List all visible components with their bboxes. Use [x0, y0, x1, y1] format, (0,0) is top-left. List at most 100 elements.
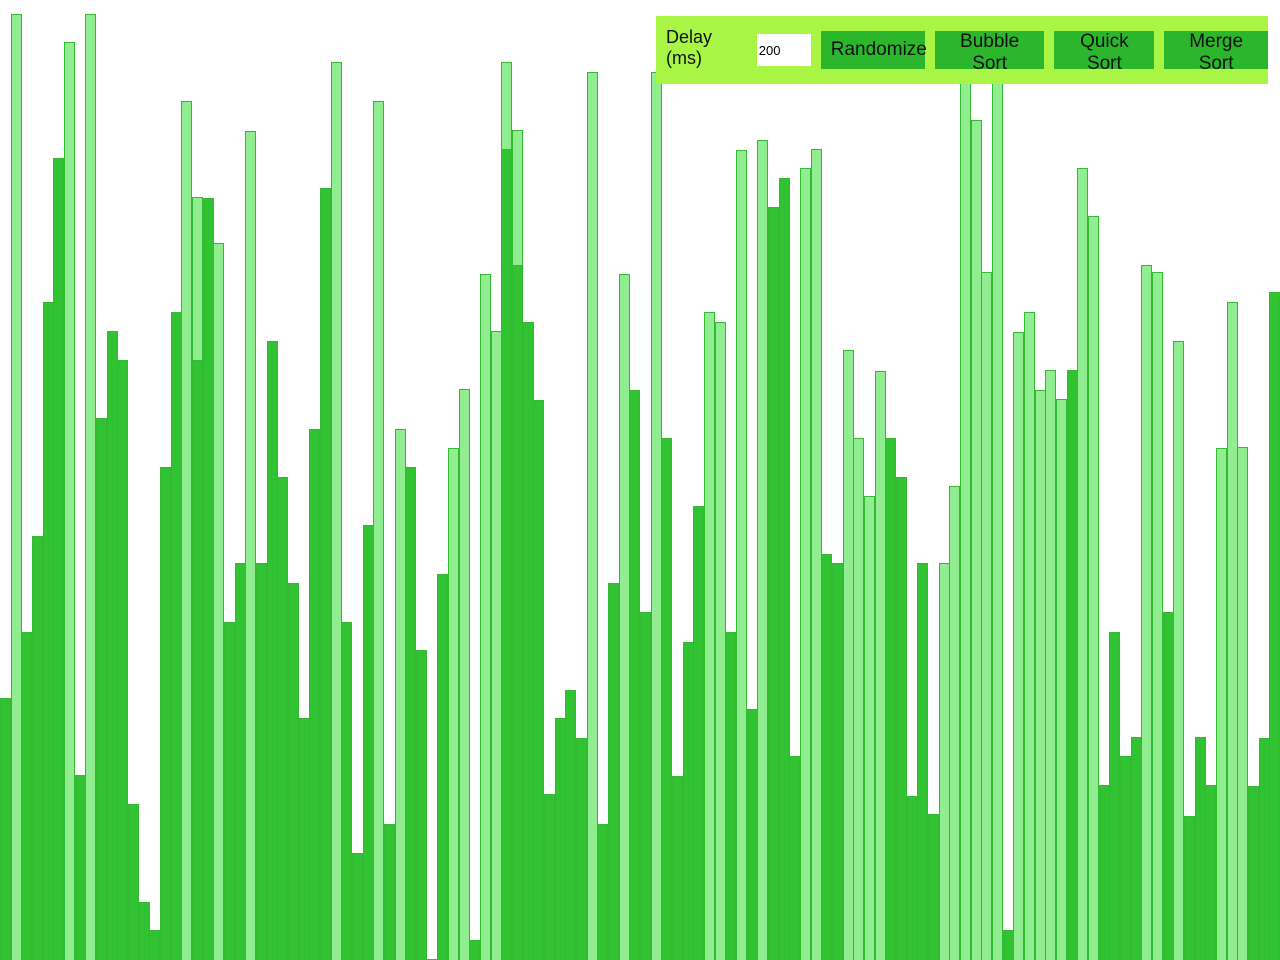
- bar: [725, 632, 737, 960]
- bar: [1077, 168, 1089, 960]
- bar: [309, 429, 321, 960]
- bar: [704, 312, 716, 960]
- bar: [1034, 390, 1046, 960]
- bar: [821, 554, 833, 960]
- bar: [448, 448, 460, 960]
- bar: [960, 58, 972, 960]
- bar: [170, 312, 182, 960]
- bar: [74, 775, 86, 960]
- bar: [149, 930, 161, 960]
- bar: [661, 438, 673, 960]
- bar: [405, 467, 417, 960]
- bar: [672, 776, 684, 960]
- bar: [853, 438, 865, 960]
- bar: [928, 814, 940, 960]
- bar: [352, 853, 364, 960]
- bar: [394, 429, 406, 960]
- merge-sort-button[interactable]: Merge Sort: [1164, 31, 1268, 74]
- bar: [522, 322, 534, 960]
- bar: [320, 188, 332, 960]
- bar: [1109, 632, 1121, 960]
- bar: [650, 72, 662, 960]
- bar: [213, 243, 225, 960]
- bar: [1269, 292, 1280, 960]
- bar: [778, 178, 790, 960]
- bar: [1173, 341, 1185, 960]
- bar: [256, 563, 268, 960]
- bar: [224, 622, 236, 960]
- bar: [1226, 302, 1238, 960]
- bar: [234, 563, 246, 960]
- bar: [42, 302, 54, 960]
- bar: [96, 418, 108, 960]
- bar: [266, 341, 278, 960]
- bar: [832, 563, 844, 960]
- bar: [1152, 272, 1164, 960]
- bar: [192, 360, 204, 960]
- bar: [1237, 447, 1249, 960]
- bar: [490, 331, 502, 960]
- bar: [736, 150, 748, 960]
- controls-panel: Delay (ms) Randomize Bubble Sort Quick S…: [656, 16, 1268, 84]
- bar: [1024, 312, 1036, 960]
- bar: [949, 486, 961, 960]
- bar: [106, 331, 118, 960]
- bar: [138, 902, 150, 960]
- bar: [362, 525, 374, 960]
- bar: [714, 322, 726, 960]
- bar: [288, 583, 300, 960]
- bar: [800, 168, 812, 960]
- bar: [640, 612, 652, 960]
- bar: [608, 583, 620, 960]
- bar: [757, 140, 769, 960]
- bar: [245, 131, 257, 960]
- delay-input[interactable]: [756, 34, 811, 66]
- bar: [53, 158, 65, 960]
- bar: [576, 738, 588, 960]
- bubble-sort-button[interactable]: Bubble Sort: [934, 31, 1045, 74]
- bar: [117, 360, 129, 960]
- bar: [885, 438, 897, 960]
- bar: [469, 940, 481, 960]
- bar: [746, 709, 758, 960]
- bar: [298, 718, 310, 960]
- bar: [458, 389, 470, 960]
- bar: [629, 390, 641, 960]
- bar: [1194, 737, 1206, 960]
- bar: [1248, 786, 1260, 960]
- bar: [1258, 738, 1270, 960]
- bar: [981, 272, 993, 960]
- bar: [874, 371, 886, 960]
- bar: [1120, 756, 1132, 960]
- bar: [1098, 785, 1110, 960]
- randomize-button[interactable]: Randomize: [820, 31, 927, 69]
- bar: [938, 563, 950, 960]
- quick-sort-button[interactable]: Quick Sort: [1054, 31, 1155, 74]
- bar: [789, 756, 801, 960]
- bar: [586, 72, 598, 960]
- bar: [682, 642, 694, 960]
- bar: [896, 477, 908, 960]
- bar: [693, 506, 705, 960]
- bar: [970, 120, 982, 960]
- bar: [1045, 370, 1057, 960]
- bar: [565, 690, 577, 960]
- bar: [1184, 816, 1196, 960]
- bar: [181, 101, 193, 960]
- bar: [906, 796, 918, 960]
- bar: [533, 400, 545, 960]
- bar: [917, 563, 929, 960]
- bar: [1162, 612, 1174, 960]
- bar: [1088, 216, 1100, 960]
- bar: [544, 794, 556, 960]
- bar: [1205, 785, 1217, 960]
- bar: [768, 207, 780, 960]
- bar: [992, 26, 1004, 960]
- bar: [1066, 370, 1078, 960]
- bar: [32, 536, 44, 960]
- bar: [1141, 265, 1153, 960]
- bar: [842, 350, 854, 960]
- bar: [277, 477, 289, 960]
- bar: [437, 574, 449, 960]
